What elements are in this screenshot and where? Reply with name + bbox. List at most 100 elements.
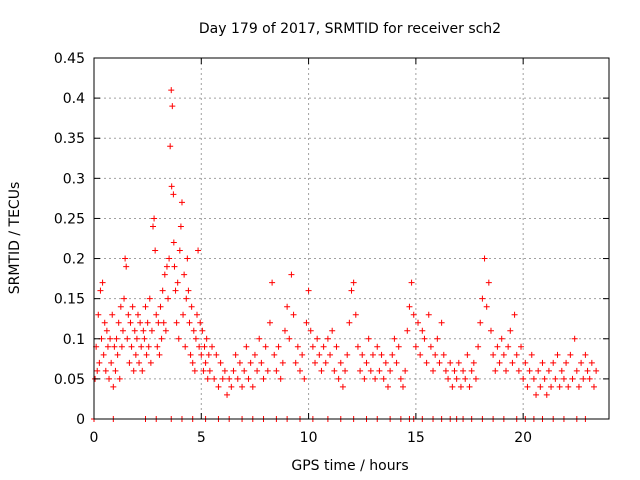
data-point — [301, 375, 308, 382]
y-axis-label: SRMTID / TECUs — [7, 182, 23, 295]
y-tick-label: 0.35 — [54, 131, 85, 147]
data-point — [406, 303, 413, 310]
data-point — [157, 303, 164, 310]
data-point — [537, 383, 544, 390]
data-point — [168, 87, 175, 94]
data-point — [560, 375, 567, 382]
data-point — [228, 383, 235, 390]
y-tick-label: 0.05 — [54, 372, 85, 388]
data-point — [563, 359, 570, 366]
data-point — [224, 391, 231, 398]
data-point — [451, 367, 458, 374]
data-point — [121, 295, 128, 302]
data-point — [543, 391, 550, 398]
data-point — [154, 343, 161, 350]
data-point — [520, 375, 527, 382]
data-point — [432, 351, 439, 358]
data-point — [160, 319, 167, 326]
data-point — [191, 367, 198, 374]
data-point — [170, 191, 177, 198]
data-point — [503, 367, 509, 374]
data-point — [408, 279, 415, 286]
data-point — [427, 343, 434, 350]
data-point — [423, 359, 430, 366]
data-point — [221, 367, 228, 374]
data-point — [266, 319, 273, 326]
data-point — [137, 319, 144, 326]
data-point — [142, 303, 149, 310]
data-point — [192, 335, 199, 342]
data-point — [199, 327, 206, 334]
data-point — [104, 343, 111, 350]
data-point — [584, 367, 591, 374]
data-point — [169, 103, 176, 110]
data-point — [177, 223, 184, 230]
data-point — [436, 359, 443, 366]
data-point — [445, 375, 452, 382]
data-point — [180, 311, 187, 318]
data-point — [475, 343, 482, 350]
data-point — [138, 343, 145, 350]
data-point — [524, 383, 531, 390]
data-point — [145, 343, 152, 350]
data-point — [569, 375, 576, 382]
data-point — [260, 375, 267, 382]
data-point — [496, 359, 503, 366]
data-point — [236, 359, 243, 366]
data-point — [402, 367, 409, 374]
data-point — [376, 367, 383, 374]
data-point — [234, 375, 241, 382]
data-point — [147, 359, 154, 366]
data-point — [131, 327, 138, 334]
data-point — [318, 367, 325, 374]
data-point — [185, 287, 192, 294]
y-tick-label: 0.45 — [54, 51, 85, 67]
data-point — [117, 303, 124, 310]
data-point — [144, 319, 151, 326]
data-point — [391, 335, 398, 342]
data-point — [111, 343, 118, 350]
data-point — [327, 351, 334, 358]
data-point — [173, 319, 180, 326]
data-point — [139, 367, 146, 374]
data-point — [128, 343, 135, 350]
data-point — [123, 263, 130, 270]
data-point — [168, 183, 175, 190]
data-point — [455, 359, 462, 366]
data-point — [565, 383, 572, 390]
data-point — [339, 383, 346, 390]
data-point — [352, 311, 359, 318]
data-point — [324, 335, 331, 342]
data-point — [126, 359, 133, 366]
data-point — [530, 375, 537, 382]
data-point — [518, 343, 525, 350]
data-point — [205, 351, 212, 358]
x-tick-label: 10 — [300, 430, 318, 446]
data-point — [350, 279, 357, 286]
data-point — [490, 351, 497, 358]
data-point — [457, 383, 464, 390]
data-point — [114, 351, 121, 358]
data-point — [511, 311, 518, 318]
data-point — [425, 311, 432, 318]
data-point — [492, 367, 499, 374]
data-point — [307, 327, 314, 334]
data-point — [421, 335, 428, 342]
y-tick-label: 0.2 — [63, 252, 85, 268]
data-point — [256, 335, 263, 342]
data-point — [245, 375, 252, 382]
y-tick-label: 0.1 — [63, 332, 85, 348]
data-point — [249, 383, 256, 390]
data-point — [148, 327, 155, 334]
data-point — [176, 247, 183, 254]
data-point — [522, 359, 529, 366]
data-point — [203, 335, 210, 342]
data-point — [342, 367, 349, 374]
data-point — [202, 359, 209, 366]
data-point — [163, 263, 170, 270]
data-point — [186, 319, 193, 326]
data-point — [264, 367, 271, 374]
data-point — [161, 271, 168, 278]
data-point — [410, 311, 417, 318]
data-point — [464, 351, 471, 358]
